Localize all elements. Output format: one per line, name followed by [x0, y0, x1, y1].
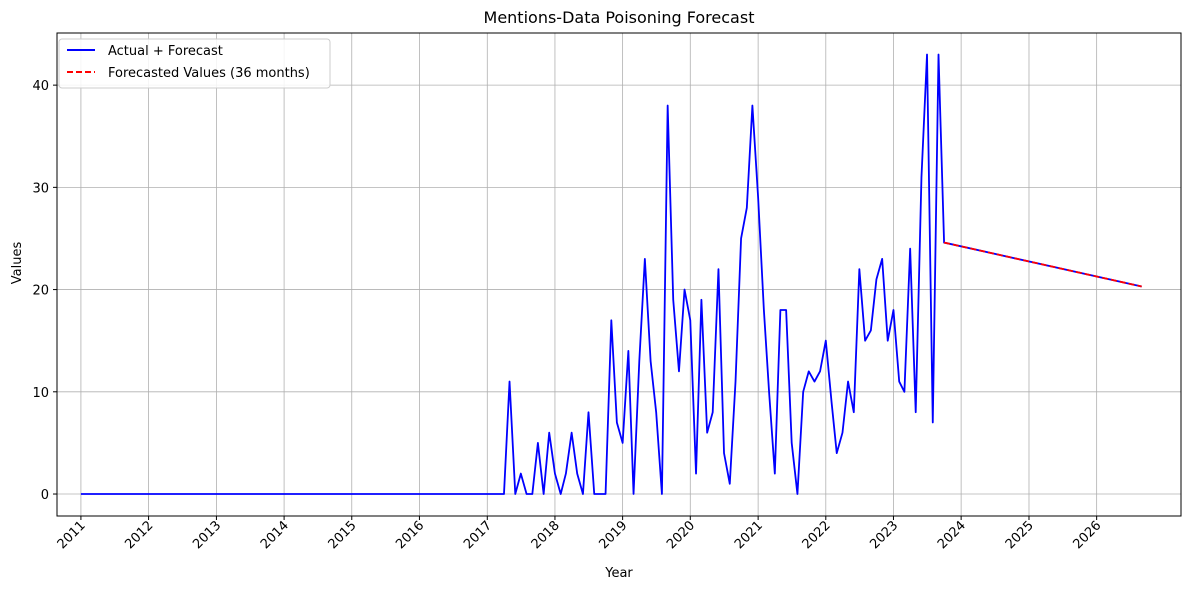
y-tick-label-40: 40	[32, 79, 49, 94]
grid	[57, 33, 1181, 516]
plot-frame	[56, 32, 1182, 517]
y-axis-label: Values	[10, 242, 25, 285]
x-axis-label: Year	[604, 566, 633, 581]
legend-label-actual: Actual + Forecast	[108, 44, 223, 59]
series-layer	[80, 53, 1142, 495]
legend-box	[58, 38, 331, 89]
y-tick-label-30: 30	[32, 181, 49, 196]
series-line-0	[80, 53, 1142, 495]
legend: Actual + Forecast Forecasted Values (36 …	[58, 38, 331, 89]
chart-title: Mentions-Data Poisoning Forecast	[484, 8, 755, 27]
series-line-1	[943, 241, 1142, 288]
y-tick-label-10: 10	[32, 386, 49, 401]
y-tick-label-0: 0	[41, 488, 49, 503]
legend-label-forecast: Forecasted Values (36 months)	[108, 66, 310, 81]
y-tick-label-20: 20	[32, 284, 49, 299]
